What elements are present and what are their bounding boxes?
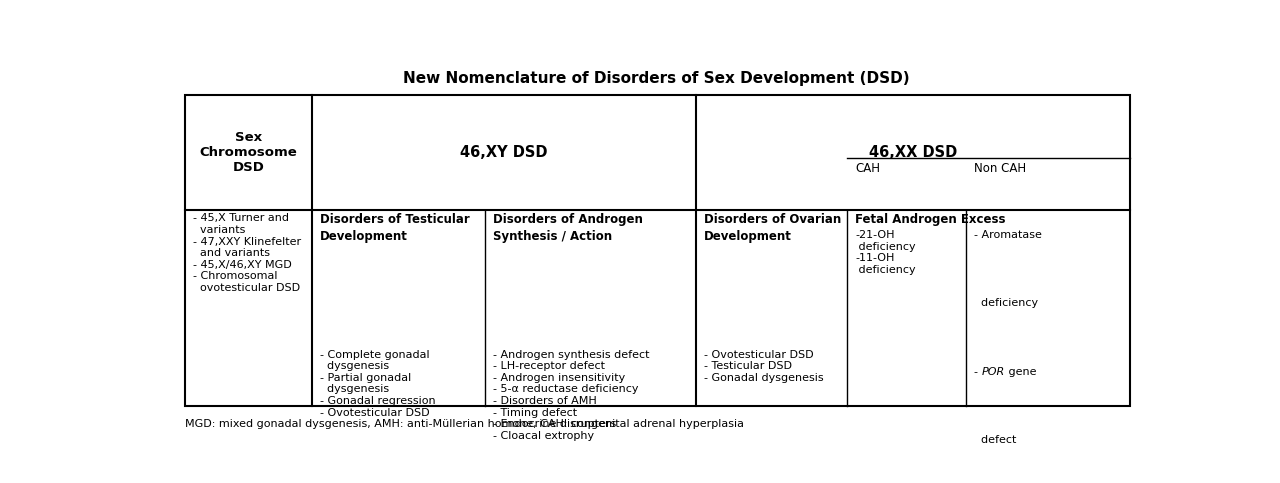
Text: MGD: mixed gonadal dysgenesis, AMH: anti-Müllerian homone, CAH: congenital adren: MGD: mixed gonadal dysgenesis, AMH: anti… — [184, 419, 744, 429]
Text: -21-OH
 deficiency
-11-OH
 deficiency: -21-OH deficiency -11-OH deficiency — [855, 230, 916, 275]
Text: Disorders of Testicular
Development: Disorders of Testicular Development — [320, 213, 470, 243]
Bar — [184, 95, 1130, 406]
Text: - Complete gonadal
  dysgenesis
- Partial gonadal
  dysgenesis
- Gonadal regress: - Complete gonadal dysgenesis - Partial … — [320, 350, 435, 417]
Text: CAH: CAH — [855, 162, 881, 175]
Text: Non CAH: Non CAH — [974, 162, 1027, 175]
Text: 46,XX DSD: 46,XX DSD — [869, 145, 957, 160]
Text: - Androgen synthesis defect
- LH-receptor defect
- Androgen insensitivity
- 5-α : - Androgen synthesis defect - LH-recepto… — [493, 350, 650, 440]
Text: New Nomenclature of Disorders of Sex Development (DSD): New Nomenclature of Disorders of Sex Dev… — [403, 71, 909, 86]
Text: Fetal Androgen Excess: Fetal Androgen Excess — [855, 213, 1006, 227]
Text: Disorders of Ovarian
Development: Disorders of Ovarian Development — [704, 213, 841, 243]
Text: gene: gene — [1005, 367, 1037, 377]
Text: POR: POR — [982, 367, 1005, 377]
Text: - Aromatase: - Aromatase — [974, 230, 1042, 240]
Text: - Ovotesticular DSD
- Testicular DSD
- Gonadal dysgenesis: - Ovotesticular DSD - Testicular DSD - G… — [704, 350, 823, 383]
Text: deficiency: deficiency — [974, 298, 1038, 308]
Text: Sex
Chromosome
DSD: Sex Chromosome DSD — [200, 131, 297, 174]
Text: -: - — [974, 367, 982, 377]
Text: Disorders of Androgen
Synthesis / Action: Disorders of Androgen Synthesis / Action — [493, 213, 643, 243]
Text: 46,XY DSD: 46,XY DSD — [460, 145, 548, 160]
Text: - 45,X Turner and
  variants
- 47,XXY Klinefelter
  and variants
- 45,X/46,XY MG: - 45,X Turner and variants - 47,XXY Klin… — [193, 213, 301, 293]
Text: defect: defect — [974, 435, 1016, 445]
